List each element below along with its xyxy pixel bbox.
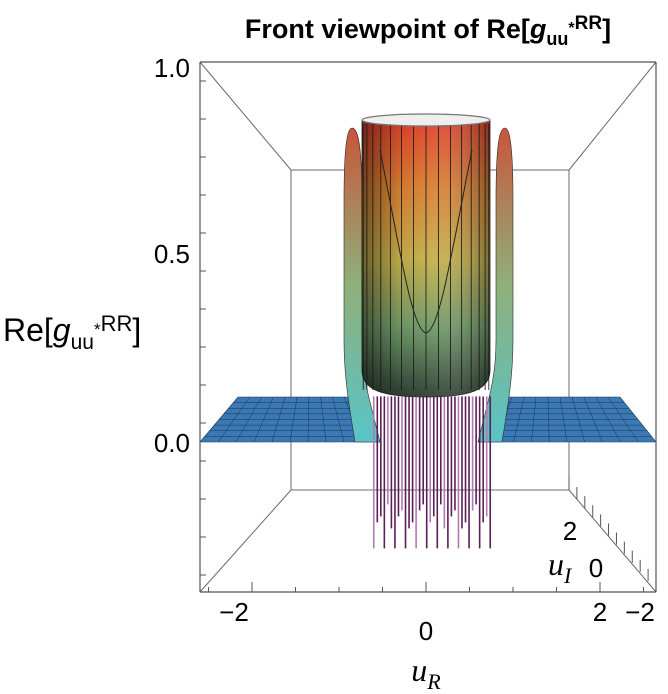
cylinder-mesh-lines	[362, 124, 490, 390]
title-g: g	[529, 14, 547, 44]
ylabel-var: u	[548, 546, 564, 582]
floor-mesh-line	[513, 396, 525, 443]
chart-title: Front viewpoint of Re[guu*RR]	[245, 13, 611, 49]
floor-mesh-line	[235, 396, 262, 443]
box-edge-tr	[568, 61, 657, 171]
negative-spikes	[372, 396, 492, 549]
floor-mesh-line	[217, 396, 251, 443]
z-tick-label-0: 0.0	[154, 428, 190, 458]
central-cylinder	[361, 113, 491, 398]
y-tick-label-0: 0	[589, 553, 603, 583]
title-suffix: ]	[602, 14, 611, 44]
cylinder-rim	[361, 113, 491, 127]
title-sup: RR	[575, 13, 603, 34]
z-axis-label: Re[guu*RR]	[3, 311, 141, 354]
z-tick-marks	[200, 80, 206, 576]
x-tick-label-2: 2	[593, 597, 607, 627]
floor-mesh-line	[320, 396, 327, 443]
floor-mesh-line	[559, 396, 568, 443]
floor-mesh	[204, 396, 652, 443]
xlabel-sub: R	[426, 669, 441, 694]
floor-mesh-line	[571, 396, 586, 443]
inner-parabola-curve	[379, 149, 473, 334]
x-axis-label: uR	[411, 652, 441, 694]
floor-mesh-line	[271, 396, 286, 443]
y-axis-label: uI	[548, 546, 573, 588]
zlabel-sub: uu	[71, 331, 94, 354]
title-prefix: Front viewpoint of Re[	[245, 14, 530, 44]
x-tick-label-0: 0	[419, 616, 433, 646]
floor-surface	[199, 396, 657, 443]
floor-mesh-line	[531, 396, 537, 443]
floor-mesh-line	[583, 396, 603, 443]
zlabel-sup: RR	[101, 311, 133, 336]
zlabel-g: g	[53, 312, 71, 348]
floor-mesh-line	[332, 396, 345, 443]
title-star: *	[568, 20, 575, 37]
box-edge-br	[568, 489, 657, 593]
floor-mesh-line	[307, 396, 310, 443]
front-frame	[199, 61, 657, 593]
box-edge-tl	[199, 61, 292, 171]
floor-mesh-line	[547, 396, 550, 443]
floor-mesh-line	[289, 396, 298, 443]
x-tick-marks	[208, 582, 644, 592]
zlabel-star: *	[94, 320, 101, 339]
floor-mesh-line	[595, 396, 621, 443]
x-tick-label-neg2: −2	[219, 597, 249, 627]
uI-tick-marks	[568, 478, 657, 590]
floor-mesh-line	[253, 396, 274, 443]
title-sub: uu	[546, 29, 568, 49]
box-edge-bl	[199, 489, 292, 593]
floor-mesh-line	[607, 396, 639, 443]
y-tick-label-2: 2	[563, 516, 577, 546]
z-tick-label-1: 1.0	[154, 53, 190, 83]
zlabel-prefix: Re[	[3, 312, 53, 348]
zlabel-suffix: ]	[132, 312, 141, 348]
ylabel-sub: I	[563, 563, 573, 588]
xlabel-var: u	[411, 652, 427, 688]
z-tick-label-0.5: 0.5	[154, 239, 190, 269]
y-tick-label-neg2: −2	[625, 597, 655, 627]
